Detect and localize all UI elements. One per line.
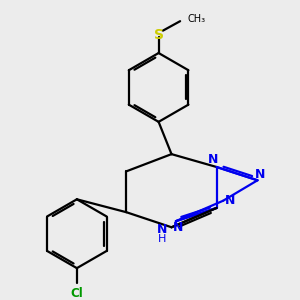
Text: N: N <box>224 194 235 207</box>
Text: S: S <box>154 28 164 42</box>
Text: H: H <box>158 234 166 244</box>
Text: CH₃: CH₃ <box>188 14 206 25</box>
Text: N: N <box>208 153 218 166</box>
Text: Cl: Cl <box>70 287 83 300</box>
Text: N: N <box>254 168 265 181</box>
Text: N: N <box>157 223 167 236</box>
Text: N: N <box>173 221 183 234</box>
